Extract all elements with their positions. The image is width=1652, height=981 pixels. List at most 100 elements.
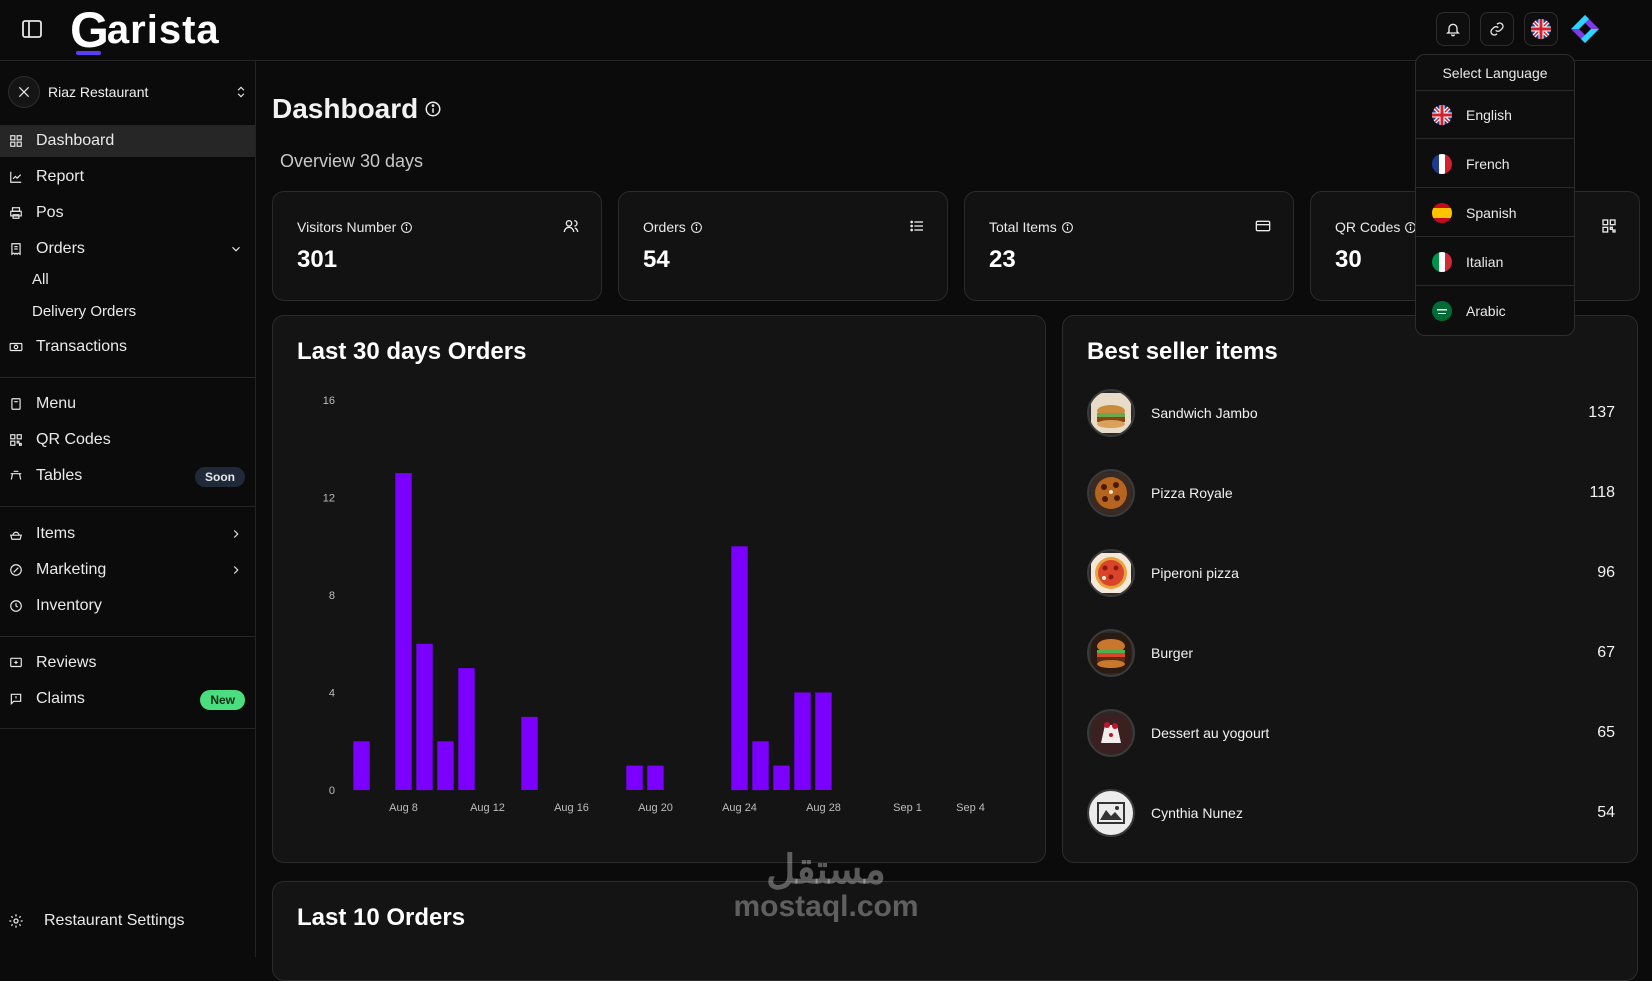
clock-icon	[8, 598, 24, 614]
x-tick-label: Aug 8	[389, 802, 418, 814]
chart-bar[interactable]	[521, 716, 538, 790]
best-sellers-title: Best seller items	[1087, 338, 1278, 365]
chart-bar[interactable]	[731, 546, 748, 791]
sidebar-item-menu[interactable]: Menu	[0, 388, 255, 420]
chart-bar[interactable]	[773, 765, 790, 790]
language-label: Arabic	[1466, 303, 1506, 319]
stat-label-text: Visitors Number	[297, 219, 397, 235]
stat-card-visitors: Visitors Number 301	[272, 191, 602, 301]
sidebar-subitem-delivery-orders[interactable]: Delivery Orders	[32, 303, 137, 320]
stat-label: Visitors Number	[297, 219, 413, 235]
logo[interactable]: G arista	[70, 0, 220, 60]
item-name: Cynthia Nunez	[1151, 805, 1243, 821]
sidebar-item-qr-codes[interactable]: QR Codes	[0, 424, 255, 456]
page-title: Dashboard	[272, 93, 442, 125]
chart-bar[interactable]	[647, 765, 664, 790]
stat-value: 30	[1335, 246, 1362, 273]
gear-icon	[8, 913, 24, 929]
stat-label-text: Total Items	[989, 219, 1057, 235]
stat-value: 301	[297, 246, 338, 273]
printer-icon	[8, 205, 24, 221]
sidebar-item-label: Marketing	[36, 561, 107, 578]
item-count: 118	[1589, 484, 1615, 501]
list-item[interactable]: Burger 67	[1087, 628, 1615, 678]
bell-icon[interactable]	[1436, 12, 1470, 46]
sidebar-item-tables[interactable]: Tables Soon	[0, 460, 255, 492]
item-count: 54	[1597, 804, 1615, 821]
stat-label-text: Orders	[643, 219, 686, 235]
sidebar-item-transactions[interactable]: Transactions	[0, 331, 255, 363]
chart-bar[interactable]	[353, 741, 370, 791]
restaurant-switcher[interactable]: Riaz Restaurant	[8, 73, 248, 111]
chart-bar[interactable]	[752, 741, 769, 791]
item-name: Pizza Royale	[1151, 485, 1233, 501]
chart-bar[interactable]	[815, 692, 832, 791]
language-option-italian[interactable]: Italian	[1416, 238, 1574, 286]
sidebar-item-items[interactable]: Items	[0, 518, 255, 550]
info-icon[interactable]	[424, 100, 442, 118]
sidebar-item-label: Items	[36, 525, 76, 542]
list-item[interactable]: Pizza Royale 118	[1087, 468, 1615, 518]
watermark-latin: mostaql.com	[733, 890, 919, 923]
spain-flag-icon	[1432, 202, 1452, 223]
sidebar-divider	[0, 377, 255, 378]
sidebar-item-inventory[interactable]: Inventory	[0, 590, 255, 622]
sidebar-item-label: Reviews	[36, 654, 97, 671]
sidebar-subitem-all[interactable]: All	[32, 271, 49, 288]
sidebar-divider	[0, 636, 255, 637]
review-icon	[8, 655, 24, 671]
chart-bar[interactable]	[437, 741, 454, 791]
uk-flag-icon	[1432, 104, 1452, 125]
sidebar-item-pos[interactable]: Pos	[0, 197, 255, 229]
stat-label: QR Codes	[1335, 219, 1417, 235]
watermark: مستقل mostaql.com	[726, 848, 926, 922]
sidebar-item-reviews[interactable]: Reviews	[0, 647, 255, 679]
language-option-french[interactable]: French	[1416, 140, 1574, 188]
sidebar-item-report[interactable]: Report	[0, 161, 255, 193]
list-item[interactable]: Piperoni pizza 96	[1087, 548, 1615, 598]
y-tick-label: 8	[329, 590, 335, 602]
sidebar-item-orders[interactable]: Orders	[0, 233, 255, 265]
language-option-arabic[interactable]: Arabic	[1416, 287, 1574, 335]
sidebar-item-dashboard[interactable]: Dashboard	[0, 125, 255, 157]
chart-bar[interactable]	[395, 473, 412, 790]
chart-bar[interactable]	[416, 643, 433, 791]
info-icon[interactable]	[400, 221, 413, 234]
food-icon	[8, 526, 24, 542]
sidebar-item-claims[interactable]: Claims New	[0, 683, 255, 715]
list-icon	[910, 220, 923, 232]
sidebar: Riaz Restaurant Dashboard Report Pos Ord…	[0, 61, 256, 957]
sidebar-item-label: Inventory	[36, 597, 102, 614]
stat-label: Orders	[643, 219, 703, 235]
list-item[interactable]: Dessert au yogourt 65	[1087, 708, 1615, 758]
sidebar-item-marketing[interactable]: Marketing	[0, 554, 255, 586]
item-name: Burger	[1151, 645, 1194, 661]
restaurant-settings-link[interactable]: Restaurant Settings	[8, 912, 185, 930]
placeholder-thumbnail	[1087, 789, 1135, 837]
language-option-english[interactable]: English	[1416, 91, 1574, 139]
uk-flag-icon[interactable]	[1524, 12, 1558, 46]
app-mark-icon[interactable]	[1568, 12, 1602, 46]
language-option-spanish[interactable]: Spanish	[1416, 189, 1574, 237]
chart-bar[interactable]	[458, 668, 475, 790]
list-item[interactable]: Cynthia Nunez 54	[1087, 788, 1615, 838]
list-item[interactable]: Sandwich Jambo 137	[1087, 388, 1615, 438]
x-tick-label: Aug 24	[722, 802, 757, 814]
stat-label: Total Items	[989, 219, 1074, 235]
info-icon[interactable]	[1061, 221, 1074, 234]
link-icon[interactable]	[1480, 12, 1514, 46]
y-tick-label: 4	[329, 688, 335, 700]
y-tick-label: 0	[329, 785, 335, 797]
orders-bar-chart: 0 4 8 12 16 Aug 8 Aug 12 Aug 16 Aug 20 Aug 24 Aug …	[323, 395, 985, 814]
x-tick-label: Aug 28	[806, 802, 841, 814]
info-icon[interactable]	[690, 221, 703, 234]
chart-bar[interactable]	[794, 692, 811, 791]
logo-text: arista	[106, 7, 220, 52]
chart-title: Last 30 days Orders	[297, 338, 527, 365]
logo-initial: G	[70, 2, 109, 58]
sidebar-toggle-icon[interactable]	[20, 17, 44, 41]
sidebar-item-label: Claims	[36, 690, 85, 707]
qr-icon	[8, 432, 24, 448]
x-tick-label: Aug 16	[554, 802, 589, 814]
chart-bar[interactable]	[626, 765, 643, 790]
